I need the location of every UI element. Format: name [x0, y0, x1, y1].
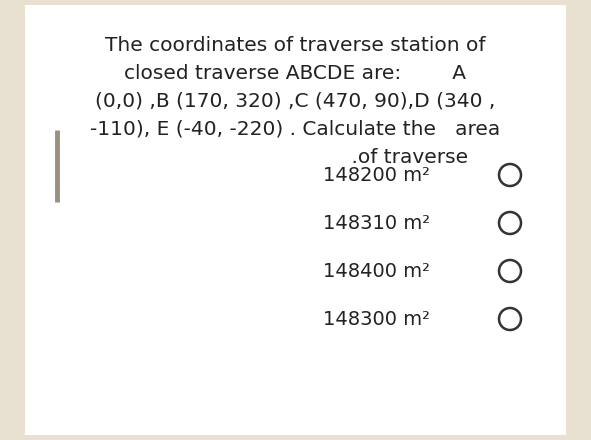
Text: 148310 m²: 148310 m²: [323, 213, 430, 232]
Text: 148300 m²: 148300 m²: [323, 309, 430, 329]
Text: closed traverse ABCDE are:        A: closed traverse ABCDE are: A: [124, 63, 466, 83]
Text: -110), E (-40, -220) . Calculate the   area: -110), E (-40, -220) . Calculate the are…: [90, 120, 500, 139]
Text: 148400 m²: 148400 m²: [323, 261, 430, 281]
Text: (0,0) ,B (170, 320) ,C (470, 90),D (340 ,: (0,0) ,B (170, 320) ,C (470, 90),D (340 …: [95, 92, 495, 110]
Text: The coordinates of traverse station of: The coordinates of traverse station of: [105, 36, 485, 55]
Text: .of traverse: .of traverse: [122, 147, 468, 166]
Text: 148200 m²: 148200 m²: [323, 165, 430, 184]
